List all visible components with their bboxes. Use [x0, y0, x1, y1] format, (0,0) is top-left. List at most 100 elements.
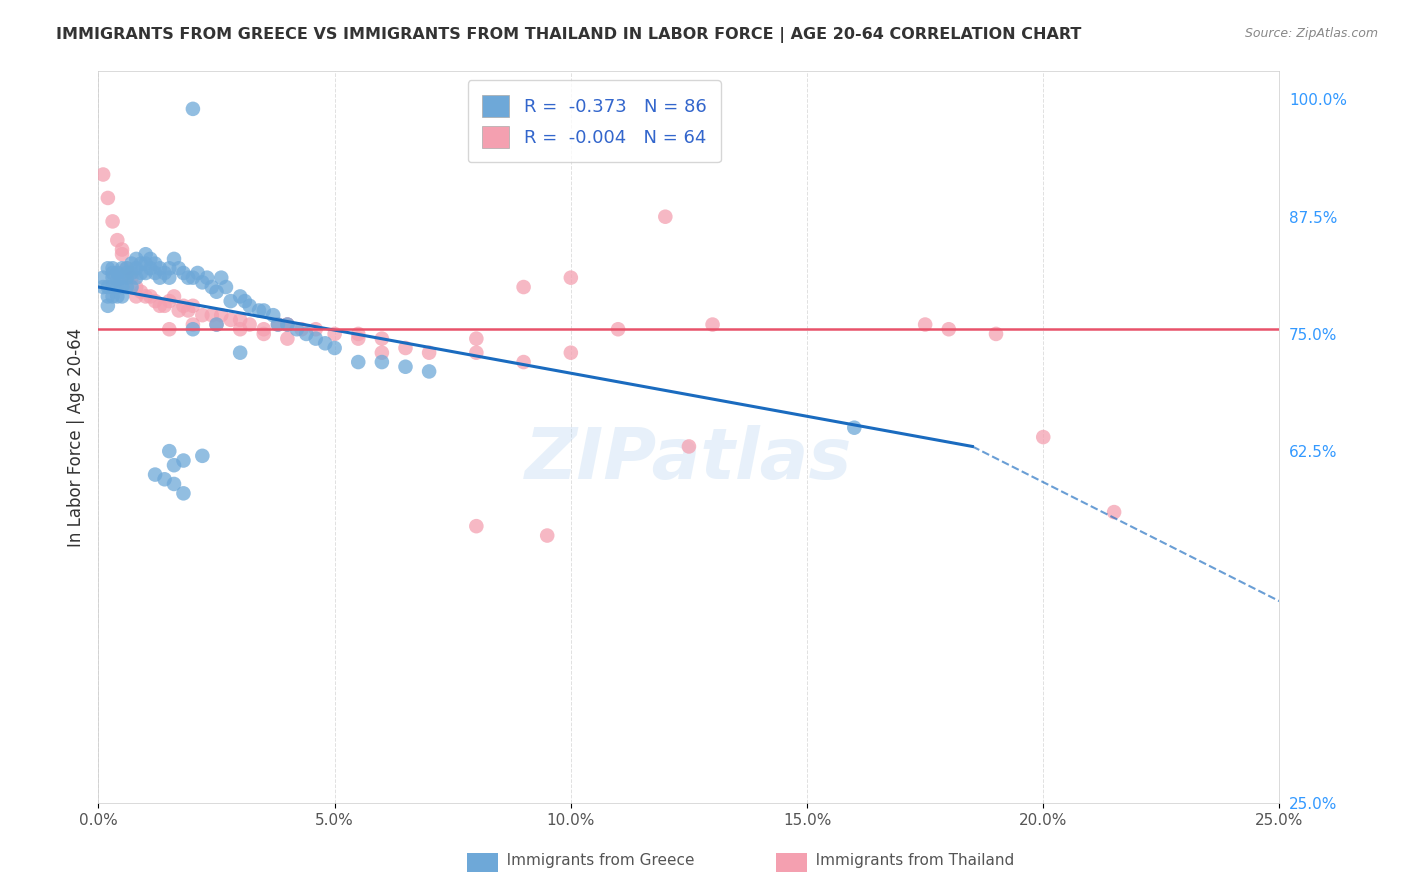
- Point: [97, 299, 120, 313]
- Point: [394, 341, 416, 355]
- Point: [239, 318, 262, 332]
- Point: [157, 294, 180, 309]
- Point: [195, 270, 218, 285]
- Point: [97, 289, 120, 303]
- Point: [702, 318, 724, 332]
- Point: [121, 257, 143, 271]
- Point: [143, 266, 166, 280]
- Point: [253, 326, 276, 341]
- Point: [125, 261, 148, 276]
- Point: [678, 440, 700, 454]
- Point: [163, 458, 186, 473]
- Point: [115, 261, 138, 276]
- Point: [201, 308, 224, 322]
- Point: [305, 322, 328, 336]
- Point: [938, 322, 960, 336]
- Point: [290, 322, 312, 336]
- Point: [229, 345, 252, 359]
- Point: [187, 266, 209, 280]
- Y-axis label: In Labor Force | Age 20-64: In Labor Force | Age 20-64: [66, 327, 84, 547]
- Point: [253, 322, 276, 336]
- Point: [139, 261, 162, 276]
- Point: [143, 467, 166, 482]
- Point: [209, 270, 232, 285]
- Point: [465, 519, 488, 533]
- Point: [247, 303, 270, 318]
- Point: [121, 270, 143, 285]
- Point: [285, 322, 308, 336]
- Point: [157, 270, 180, 285]
- Point: [105, 266, 128, 280]
- Point: [305, 332, 328, 346]
- Point: [97, 191, 120, 205]
- Point: [323, 326, 346, 341]
- Point: [153, 299, 176, 313]
- Point: [143, 294, 166, 309]
- Point: [172, 453, 194, 467]
- Point: [135, 266, 157, 280]
- Point: [97, 280, 120, 294]
- Point: [276, 318, 298, 332]
- Point: [253, 303, 276, 318]
- Point: [177, 303, 200, 318]
- Point: [101, 214, 124, 228]
- Point: [172, 266, 194, 280]
- Point: [560, 345, 582, 359]
- Point: [139, 289, 162, 303]
- Point: [314, 336, 336, 351]
- Point: [135, 257, 157, 271]
- Point: [129, 285, 152, 299]
- Point: [914, 318, 936, 332]
- Point: [111, 289, 134, 303]
- Point: [418, 364, 440, 378]
- Point: [607, 322, 630, 336]
- Point: [219, 313, 242, 327]
- Point: [205, 318, 228, 332]
- Point: [129, 257, 152, 271]
- Point: [465, 332, 488, 346]
- Point: [560, 270, 582, 285]
- Point: [149, 261, 172, 276]
- Point: [115, 261, 138, 276]
- Point: [91, 270, 114, 285]
- Point: [125, 270, 148, 285]
- Point: [276, 318, 298, 332]
- Point: [115, 270, 138, 285]
- Point: [121, 266, 143, 280]
- Point: [125, 252, 148, 266]
- Point: [101, 266, 124, 280]
- Point: [111, 280, 134, 294]
- Point: [209, 308, 232, 322]
- Point: [239, 299, 262, 313]
- Point: [229, 289, 252, 303]
- Point: [229, 322, 252, 336]
- Point: [205, 318, 228, 332]
- Point: [105, 289, 128, 303]
- Point: [512, 280, 534, 294]
- Point: [191, 449, 214, 463]
- Point: [181, 102, 204, 116]
- Point: [101, 270, 124, 285]
- Point: [135, 247, 157, 261]
- Point: [191, 276, 214, 290]
- Point: [267, 318, 290, 332]
- Point: [465, 345, 488, 359]
- Point: [181, 299, 204, 313]
- Point: [181, 322, 204, 336]
- Point: [157, 444, 180, 458]
- Point: [201, 280, 224, 294]
- Point: [153, 472, 176, 486]
- Point: [111, 261, 134, 276]
- Point: [167, 261, 190, 276]
- Point: [91, 280, 114, 294]
- Point: [295, 326, 318, 341]
- Point: [323, 341, 346, 355]
- Point: [167, 303, 190, 318]
- Point: [111, 247, 134, 261]
- Point: [191, 308, 214, 322]
- Point: [512, 355, 534, 369]
- Point: [347, 355, 370, 369]
- Point: [233, 294, 256, 309]
- Point: [125, 289, 148, 303]
- Point: [115, 266, 138, 280]
